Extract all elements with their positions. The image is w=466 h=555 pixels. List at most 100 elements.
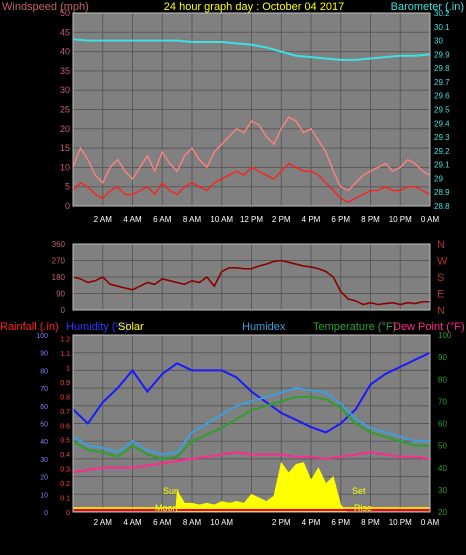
rainfall-tick-label: 1.1: [60, 351, 70, 358]
barometer-tick-label: 29.3: [434, 133, 450, 142]
temperature-tick-label: 40: [438, 464, 447, 473]
barometer-tick-label: 29.7: [434, 78, 450, 87]
temperature-tick-label: 20: [438, 508, 447, 517]
solar-area: [175, 461, 348, 513]
rainfall-tick-label: 0.5: [60, 438, 70, 445]
windspeed-tick-label: 0: [65, 201, 70, 211]
wind-direction-degree-label: 360: [52, 240, 66, 249]
moon-label: Moon: [155, 503, 178, 513]
wind-baro-panel: Windspeed (mph) 24 hour graph day : Octo…: [2, 1, 464, 224]
compass-label: N: [437, 239, 445, 251]
wind-direction-line: [72, 259, 430, 306]
time-tick-label: 4 AM: [123, 215, 142, 224]
wind-direction-series: [72, 259, 430, 306]
wind_avg-line: [72, 162, 431, 203]
wind-direction-degree-label: 0: [61, 306, 66, 315]
rainfall-axis-label: Rainfall (.in): [0, 321, 59, 333]
temperature-line: [72, 395, 430, 460]
temperature-tick-label: 50: [438, 442, 447, 451]
barometer-axis-label: Barometer (.in): [391, 1, 464, 13]
chart-title: 24 hour graph day : October 04 2017: [164, 1, 344, 13]
barometer-tick-label: 29.2: [434, 147, 450, 156]
time-tick-label: 6 PM: [331, 215, 350, 224]
wind-direction-degree-label: 180: [52, 273, 66, 282]
time-tick-label: 6 PM: [331, 518, 350, 527]
rainfall-tick-label: 0.1: [60, 496, 70, 503]
barometer-tick-label: 29: [434, 174, 443, 183]
windspeed-tick-label: 10: [60, 162, 70, 172]
compass-label: S: [437, 272, 444, 284]
wind_gust-line: [72, 116, 431, 192]
humidity-tick-label: 100: [36, 333, 48, 340]
barometer-tick-label: 29.9: [434, 50, 450, 59]
temperature-tick-label: 30: [438, 486, 447, 495]
time-tick-label: 2 AM: [94, 518, 113, 527]
time-tick-label: 0 AM: [421, 518, 440, 527]
humidity-axis-label: Humidity (%): [66, 321, 129, 333]
time-tick-label: 8 AM: [183, 215, 202, 224]
sunset-label: Set: [352, 486, 366, 496]
time-tick-label: 4 PM: [302, 518, 321, 527]
time-tick-label: 10 AM: [210, 215, 233, 224]
windspeed-tick-labels: 0 5 10 15 20 25 30 35 40 45 50: [60, 8, 70, 211]
humidity-tick-label: 50: [40, 422, 48, 429]
rainfall-tick-label: 0.4: [60, 452, 70, 459]
wind-direction-degree-label: 90: [56, 290, 65, 299]
windspeed-tick-label: 35: [60, 66, 70, 76]
wind-baro-series: [72, 38, 431, 203]
compass-label: W: [437, 256, 448, 268]
humidity-line: [72, 351, 431, 434]
windspeed-axis-label: Windspeed (mph): [2, 1, 89, 13]
temperature-tick-label: 90: [438, 353, 447, 362]
humidex-line: [72, 387, 430, 456]
rainfall-tick-label: 0.9: [60, 380, 70, 387]
temperature-tick-label: 80: [438, 375, 447, 384]
rainfall-tick-label: 0: [66, 510, 70, 517]
wind-direction-degree-labels: 0 90 180 270 360: [52, 240, 66, 315]
time-tick-label: 8 AM: [183, 518, 202, 527]
humidity-tick-label: 80: [40, 368, 48, 375]
rainfall-tick-label: 0.8: [60, 394, 70, 401]
barometer-tick-labels: 28.8 28.9 29 29.1 29.2 29.3 29.4 29.5 29.6 29.7 29…: [434, 9, 450, 211]
humidity-tick-label: 10: [40, 492, 48, 499]
solar-axis-label: Solar: [118, 321, 144, 333]
wind-baro-time-labels: 2 AM 4 AM 6 AM 8 AM 10 AM 12 PM 2 PM 4 PM 6 PM 8 …: [94, 215, 440, 224]
humidex-axis-label: Humidex: [242, 321, 286, 333]
time-tick-label: 4 AM: [123, 518, 142, 527]
time-tick-label: 10 PM: [389, 215, 412, 224]
compass-label: E: [437, 289, 444, 301]
time-tick-label: 2 PM: [272, 215, 291, 224]
sun-label: Sun: [163, 486, 179, 496]
dewpoint-line: [72, 451, 431, 474]
barometer-tick-label: 30.2: [434, 9, 450, 18]
windspeed-tick-label: 20: [60, 124, 70, 134]
humidity-tick-label: 70: [40, 386, 48, 393]
barometer-tick-label: 29.4: [434, 119, 450, 128]
rainfall-tick-label: 0.2: [60, 481, 70, 488]
windspeed-tick-label: 25: [60, 105, 70, 115]
temp-humidity-time-labels: 2 AM 4 AM 6 AM 8 AM 10 AM 2 PM 4 PM 6 PM 8 PM 10 …: [94, 518, 440, 527]
time-tick-label: 6 AM: [153, 518, 172, 527]
moonrise-label: Rise: [354, 503, 372, 513]
rainfall-tick-label: 1: [66, 365, 70, 372]
wind-baro-frame: [72, 12, 431, 207]
compass-label: N: [437, 305, 445, 317]
temperature-tick-label: 100: [438, 331, 452, 340]
rainfall-tick-label: 1.2: [60, 337, 70, 344]
wind-baro-grid: [72, 12, 431, 207]
temp-humidity-series: [72, 351, 431, 513]
temperature-tick-label: 70: [438, 397, 447, 406]
windspeed-tick-label: 50: [60, 8, 70, 18]
humidity-tick-labels: 0 10 20 30 40 50 60 70 80 90 100: [36, 333, 48, 517]
time-tick-label: 8 PM: [361, 215, 380, 224]
barometer-tick-label: 28.8: [434, 202, 450, 211]
time-tick-label: 12 PM: [240, 215, 263, 224]
wind-direction-degree-label: 270: [52, 257, 66, 266]
time-tick-label: 6 AM: [153, 215, 172, 224]
temp-humidity-frame: [72, 334, 431, 513]
humidity-tick-label: 40: [40, 439, 48, 446]
humidity-tick-label: 30: [40, 457, 48, 464]
